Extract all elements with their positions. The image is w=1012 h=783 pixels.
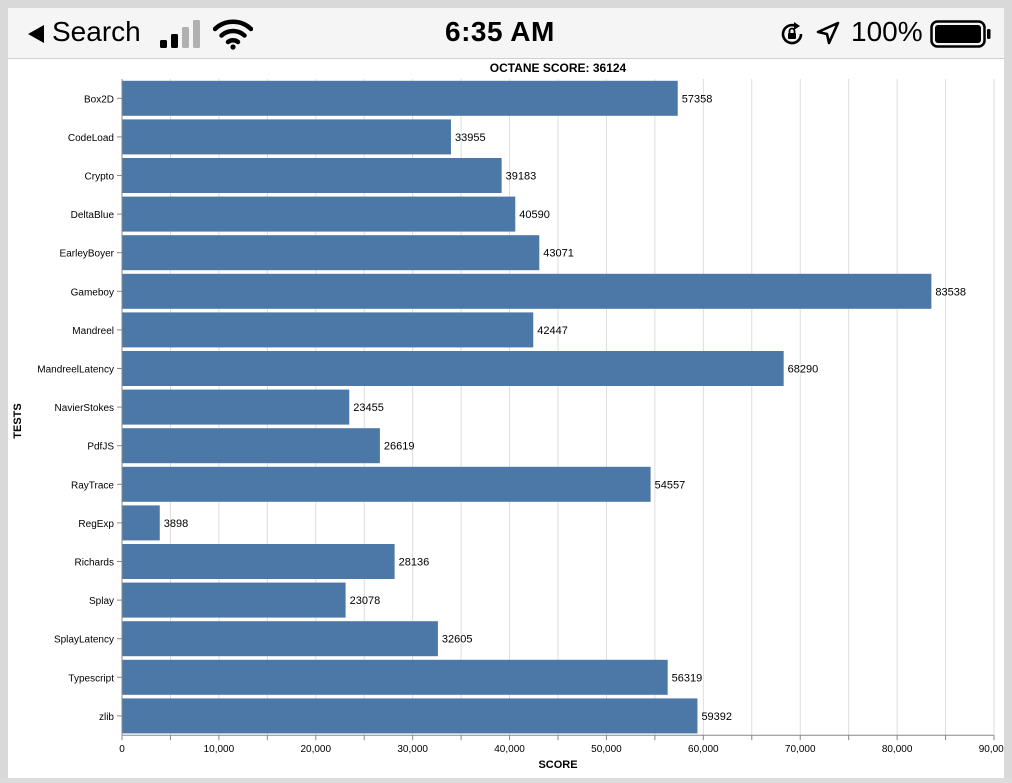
- chart-view: 57358 33955 39183 40590 43071 83538 42447 68290…: [8, 59, 1010, 778]
- y-tick-label: RayTrace: [71, 480, 114, 491]
- bar-value-label: 40590: [519, 209, 550, 221]
- bar[interactable]: [122, 544, 395, 579]
- bar[interactable]: [122, 119, 451, 155]
- bar-value-label: 42447: [537, 325, 568, 337]
- bar[interactable]: [122, 196, 516, 232]
- y-tick-label: NavierStokes: [55, 403, 114, 414]
- bar-value-label: 28136: [399, 557, 430, 569]
- bar[interactable]: [122, 466, 651, 502]
- y-tick-label: DeltaBlue: [71, 210, 115, 221]
- x-axis-title: SCORE: [538, 759, 577, 771]
- y-tick-label: Richards: [75, 558, 114, 569]
- x-tick-label: 10,000: [204, 744, 235, 755]
- bar-value-label: 3898: [164, 518, 188, 530]
- y-tick-label: RegExp: [78, 519, 114, 530]
- x-tick-label: 30,000: [397, 744, 428, 755]
- y-tick-label: Box2D: [84, 94, 114, 105]
- bar[interactable]: [122, 312, 534, 348]
- y-tick-label: Typescript: [68, 673, 114, 684]
- y-tick-label: Splay: [89, 596, 114, 607]
- status-bar: Search 6:35 AM 100%: [8, 8, 1004, 59]
- back-arrow-icon[interactable]: [26, 23, 46, 45]
- bar-value-label: 56319: [672, 672, 703, 684]
- status-time: 6:35 AM: [445, 16, 555, 47]
- bar-value-label: 59392: [701, 711, 732, 723]
- y-tick-label: PdfJS: [87, 442, 114, 453]
- bar-value-label: 23455: [353, 402, 384, 414]
- battery-percentage: 100%: [851, 16, 923, 47]
- bar-value-label: 54557: [655, 479, 686, 491]
- orientation-lock-icon: [781, 22, 803, 45]
- bar-value-label: 26619: [384, 441, 415, 453]
- x-tick-label: 90,000: [979, 744, 1004, 755]
- bar-value-label: 68290: [788, 364, 819, 376]
- bar-chart: 57358 33955 39183 40590 43071 83538 42447 68290…: [12, 61, 1010, 771]
- bar[interactable]: [122, 273, 932, 309]
- bar-value-label: 83538: [935, 286, 966, 298]
- back-to-search-link[interactable]: Search: [52, 16, 141, 47]
- bar-value-label: 33955: [455, 132, 486, 144]
- y-tick-label: EarleyBoyer: [60, 249, 115, 260]
- y-tick-label: SplayLatency: [54, 635, 114, 646]
- x-tick-label: 80,000: [882, 744, 913, 755]
- bar[interactable]: [122, 351, 784, 386]
- y-axis-title: TESTS: [12, 403, 24, 438]
- battery-icon: [930, 20, 991, 48]
- x-tick-label: 20,000: [300, 744, 331, 755]
- y-tick-label: CodeLoad: [68, 133, 114, 144]
- bar[interactable]: [122, 235, 540, 271]
- chart-title: OCTANE SCORE: 36124: [490, 61, 627, 75]
- bar[interactable]: [122, 428, 380, 464]
- y-tick-label: MandreelLatency: [37, 365, 114, 376]
- y-tick-label: Mandreel: [72, 326, 114, 337]
- cellular-signal-icon: [160, 20, 200, 48]
- bar[interactable]: [122, 80, 678, 116]
- location-arrow-icon: [816, 21, 840, 45]
- bar[interactable]: [122, 621, 438, 657]
- bar-value-label: 57358: [682, 93, 713, 105]
- bar[interactable]: [122, 659, 668, 695]
- x-tick-label: 60,000: [688, 744, 719, 755]
- x-tick-label: 70,000: [785, 744, 816, 755]
- x-tick-label: 50,000: [591, 744, 622, 755]
- x-tick-label: 40,000: [494, 744, 525, 755]
- wifi-icon: [213, 19, 253, 50]
- x-tick-label: 0: [119, 744, 125, 755]
- bar[interactable]: [122, 698, 698, 734]
- bar[interactable]: [122, 158, 502, 193]
- bar-value-label: 43071: [543, 248, 574, 260]
- bar[interactable]: [122, 389, 350, 425]
- bar[interactable]: [122, 582, 346, 618]
- y-tick-label: zlib: [99, 712, 114, 723]
- bar[interactable]: [122, 505, 160, 541]
- y-tick-label: Gameboy: [71, 287, 114, 298]
- bar-value-label: 32605: [442, 634, 473, 646]
- bar-value-label: 23078: [350, 595, 381, 607]
- y-tick-label: Crypto: [85, 172, 115, 183]
- bar-value-label: 39183: [506, 171, 537, 183]
